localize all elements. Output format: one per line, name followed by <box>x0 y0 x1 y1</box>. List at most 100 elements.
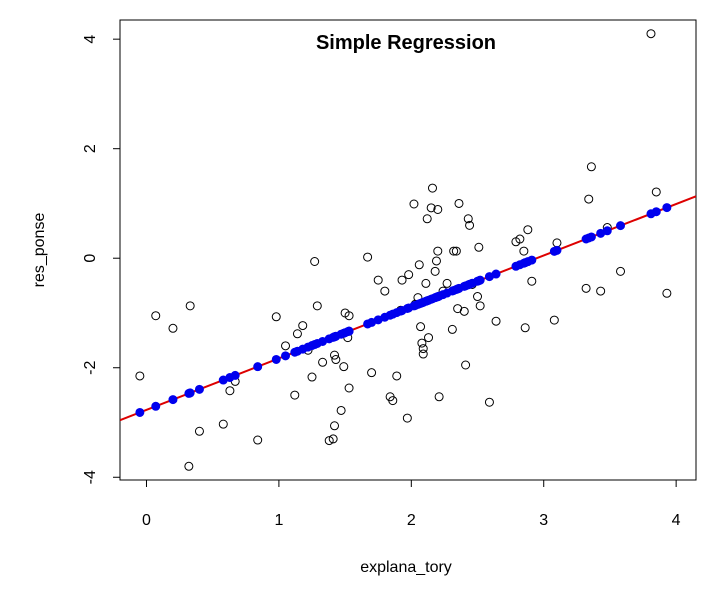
x-tick-label: 2 <box>407 512 416 529</box>
observed-point <box>584 194 594 204</box>
fitted-point <box>491 269 501 279</box>
observed-point <box>417 338 427 348</box>
fitted-point <box>194 384 204 394</box>
observed-point <box>662 288 672 298</box>
observed-point <box>218 419 228 429</box>
observed-point <box>491 316 501 326</box>
x-tick-label: 1 <box>274 512 283 529</box>
fitted-point <box>651 207 661 217</box>
observed-point <box>409 199 419 209</box>
observed-point <box>373 275 383 285</box>
observed-point <box>184 461 194 471</box>
x-axis-label: explana_tory <box>360 559 452 576</box>
observed-point <box>312 301 322 311</box>
fitted-point <box>344 326 354 336</box>
observed-point <box>459 306 469 316</box>
observed-point <box>404 270 414 280</box>
observed-point <box>271 312 281 322</box>
observed-point <box>253 435 263 445</box>
observed-point <box>427 183 437 193</box>
observed-point <box>424 333 434 343</box>
observed-point <box>397 275 407 285</box>
observed-point <box>135 371 145 381</box>
observed-point <box>433 246 443 256</box>
fitted-point <box>253 362 263 372</box>
y-tick-label: 2 <box>82 144 99 153</box>
x-tick-label: 4 <box>672 512 681 529</box>
y-tick-label: 0 <box>82 254 99 263</box>
observed-point <box>484 397 494 407</box>
observed-point <box>421 278 431 288</box>
x-tick-label: 3 <box>539 512 548 529</box>
observed-point <box>318 357 328 367</box>
observed-point <box>434 392 444 402</box>
observed-point <box>454 198 464 208</box>
observed-point <box>324 436 334 446</box>
observed-point <box>330 350 340 360</box>
fitted-point <box>527 255 537 265</box>
observed-point <box>646 29 656 39</box>
fitted-point <box>474 276 484 286</box>
observed-point <box>422 214 432 224</box>
observed-points <box>135 29 672 471</box>
observed-point <box>392 371 402 381</box>
fitted-point <box>586 232 596 242</box>
observed-point <box>465 220 475 230</box>
observed-point <box>447 324 457 334</box>
observed-point <box>463 214 473 224</box>
observed-point <box>426 203 436 213</box>
observed-point <box>523 225 533 235</box>
fitted-point <box>271 354 281 364</box>
plot-frame <box>119 19 697 481</box>
observed-point <box>449 246 459 256</box>
fitted-point <box>230 370 240 380</box>
observed-point <box>290 390 300 400</box>
observed-point <box>367 368 377 378</box>
fitted-point <box>662 203 672 213</box>
observed-point <box>416 322 426 332</box>
observed-point <box>344 383 354 393</box>
observed-point <box>310 257 320 266</box>
x-axis: 0 1 2 3 4 <box>142 479 681 529</box>
fitted-points <box>135 203 672 417</box>
plot-area <box>120 29 696 471</box>
observed-point <box>418 349 428 359</box>
observed-point <box>363 252 373 262</box>
observed-point <box>475 301 485 311</box>
observed-point <box>330 421 340 431</box>
observed-point <box>451 246 461 256</box>
observed-point <box>519 246 529 256</box>
fitted-point <box>602 226 612 236</box>
observed-point <box>194 426 204 436</box>
observed-point <box>581 283 591 293</box>
observed-point <box>527 276 537 286</box>
observed-point <box>336 405 346 415</box>
observed-point <box>298 321 308 331</box>
observed-point <box>616 266 626 276</box>
observed-point <box>474 242 484 252</box>
observed-point <box>473 292 483 302</box>
y-tick-label: -2 <box>82 361 99 375</box>
observed-point <box>414 260 424 270</box>
observed-point <box>431 256 441 266</box>
fitted-point <box>281 351 291 361</box>
observed-point <box>225 386 235 396</box>
observed-point <box>651 187 661 197</box>
observed-point <box>168 323 178 333</box>
observed-point <box>388 396 398 406</box>
fitted-point <box>151 401 161 411</box>
observed-point <box>596 286 606 296</box>
observed-point <box>461 360 471 370</box>
fitted-point <box>184 388 194 398</box>
fitted-point <box>135 407 145 417</box>
observed-point <box>549 315 559 325</box>
observed-point <box>151 311 161 321</box>
observed-point <box>380 286 390 296</box>
observed-point <box>520 323 530 333</box>
observed-point <box>433 204 443 214</box>
observed-point <box>442 278 452 288</box>
x-tick-label: 0 <box>142 512 151 529</box>
observed-point <box>344 311 354 321</box>
observed-point <box>552 238 562 248</box>
